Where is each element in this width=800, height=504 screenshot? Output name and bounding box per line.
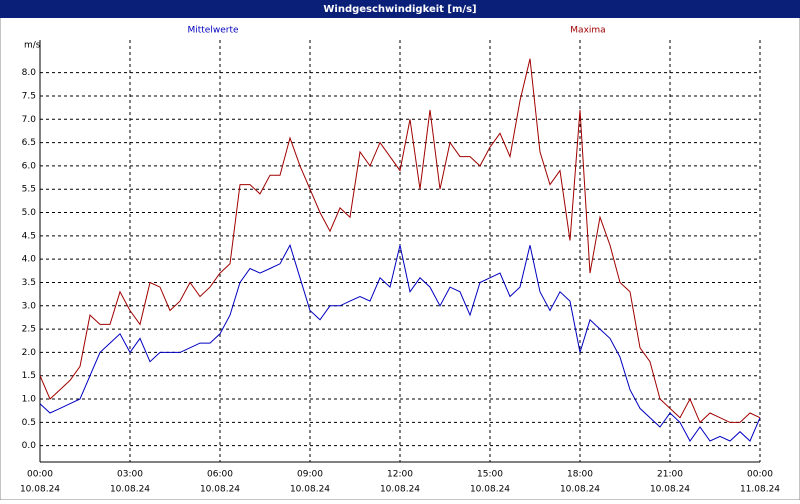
legend-label: Maxima: [570, 26, 605, 36]
y-tick-label: 5.0: [22, 208, 37, 218]
x-tick-label: 09:00: [297, 470, 323, 480]
x-tick-date: 10.08.24: [470, 485, 510, 495]
y-tick-label: 0.5: [22, 418, 36, 428]
x-tick-label: 12:00: [387, 470, 413, 480]
x-tick-date: 10.08.24: [380, 485, 420, 495]
y-tick-label: 7.0: [22, 115, 37, 125]
y-tick-label: 6.5: [22, 138, 36, 148]
y-tick-label: 2.0: [22, 348, 37, 358]
title-bar: [0, 0, 800, 18]
x-tick-date: 10.08.24: [110, 485, 150, 495]
x-tick-label: 21:00: [657, 470, 683, 480]
x-tick-label: 18:00: [567, 470, 593, 480]
y-tick-label: 4.5: [22, 231, 36, 241]
x-tick-date: 10.08.24: [290, 485, 330, 495]
data-line: [39, 243, 761, 442]
chart-title: Windgeschwindigkeit [m/s]: [323, 4, 476, 15]
y-unit: m/s: [24, 41, 41, 51]
y-tick-label: 7.5: [22, 91, 36, 101]
y-tick-label: 8.0: [22, 68, 37, 78]
y-tick-label: 5.5: [22, 185, 36, 195]
x-tick-label: 00:00: [747, 470, 773, 480]
x-tick-label: 15:00: [477, 470, 503, 480]
x-tick-label: 03:00: [117, 470, 143, 480]
y-tick-label: 1.5: [22, 371, 36, 381]
legend-label: Mittelwerte: [187, 26, 238, 36]
y-tick-label: 1.0: [22, 395, 37, 405]
x-tick-date: 11.08.24: [740, 485, 780, 495]
x-tick-date: 10.08.24: [650, 485, 690, 495]
y-tick-label: 0.0: [22, 441, 37, 451]
y-tick-label: 2.5: [22, 325, 36, 335]
x-tick-date: 10.08.24: [560, 485, 600, 495]
y-tick-label: 3.0: [22, 301, 37, 311]
y-tick-label: 4.0: [22, 255, 37, 265]
x-tick-date: 10.08.24: [200, 485, 240, 495]
x-tick-label: 00:00: [27, 470, 53, 480]
y-tick-label: 3.5: [22, 278, 36, 288]
x-tick-label: 06:00: [207, 470, 233, 480]
x-tick-date: 10.08.24: [20, 485, 60, 495]
y-tick-label: 6.0: [22, 161, 37, 171]
data-line: [39, 58, 761, 424]
